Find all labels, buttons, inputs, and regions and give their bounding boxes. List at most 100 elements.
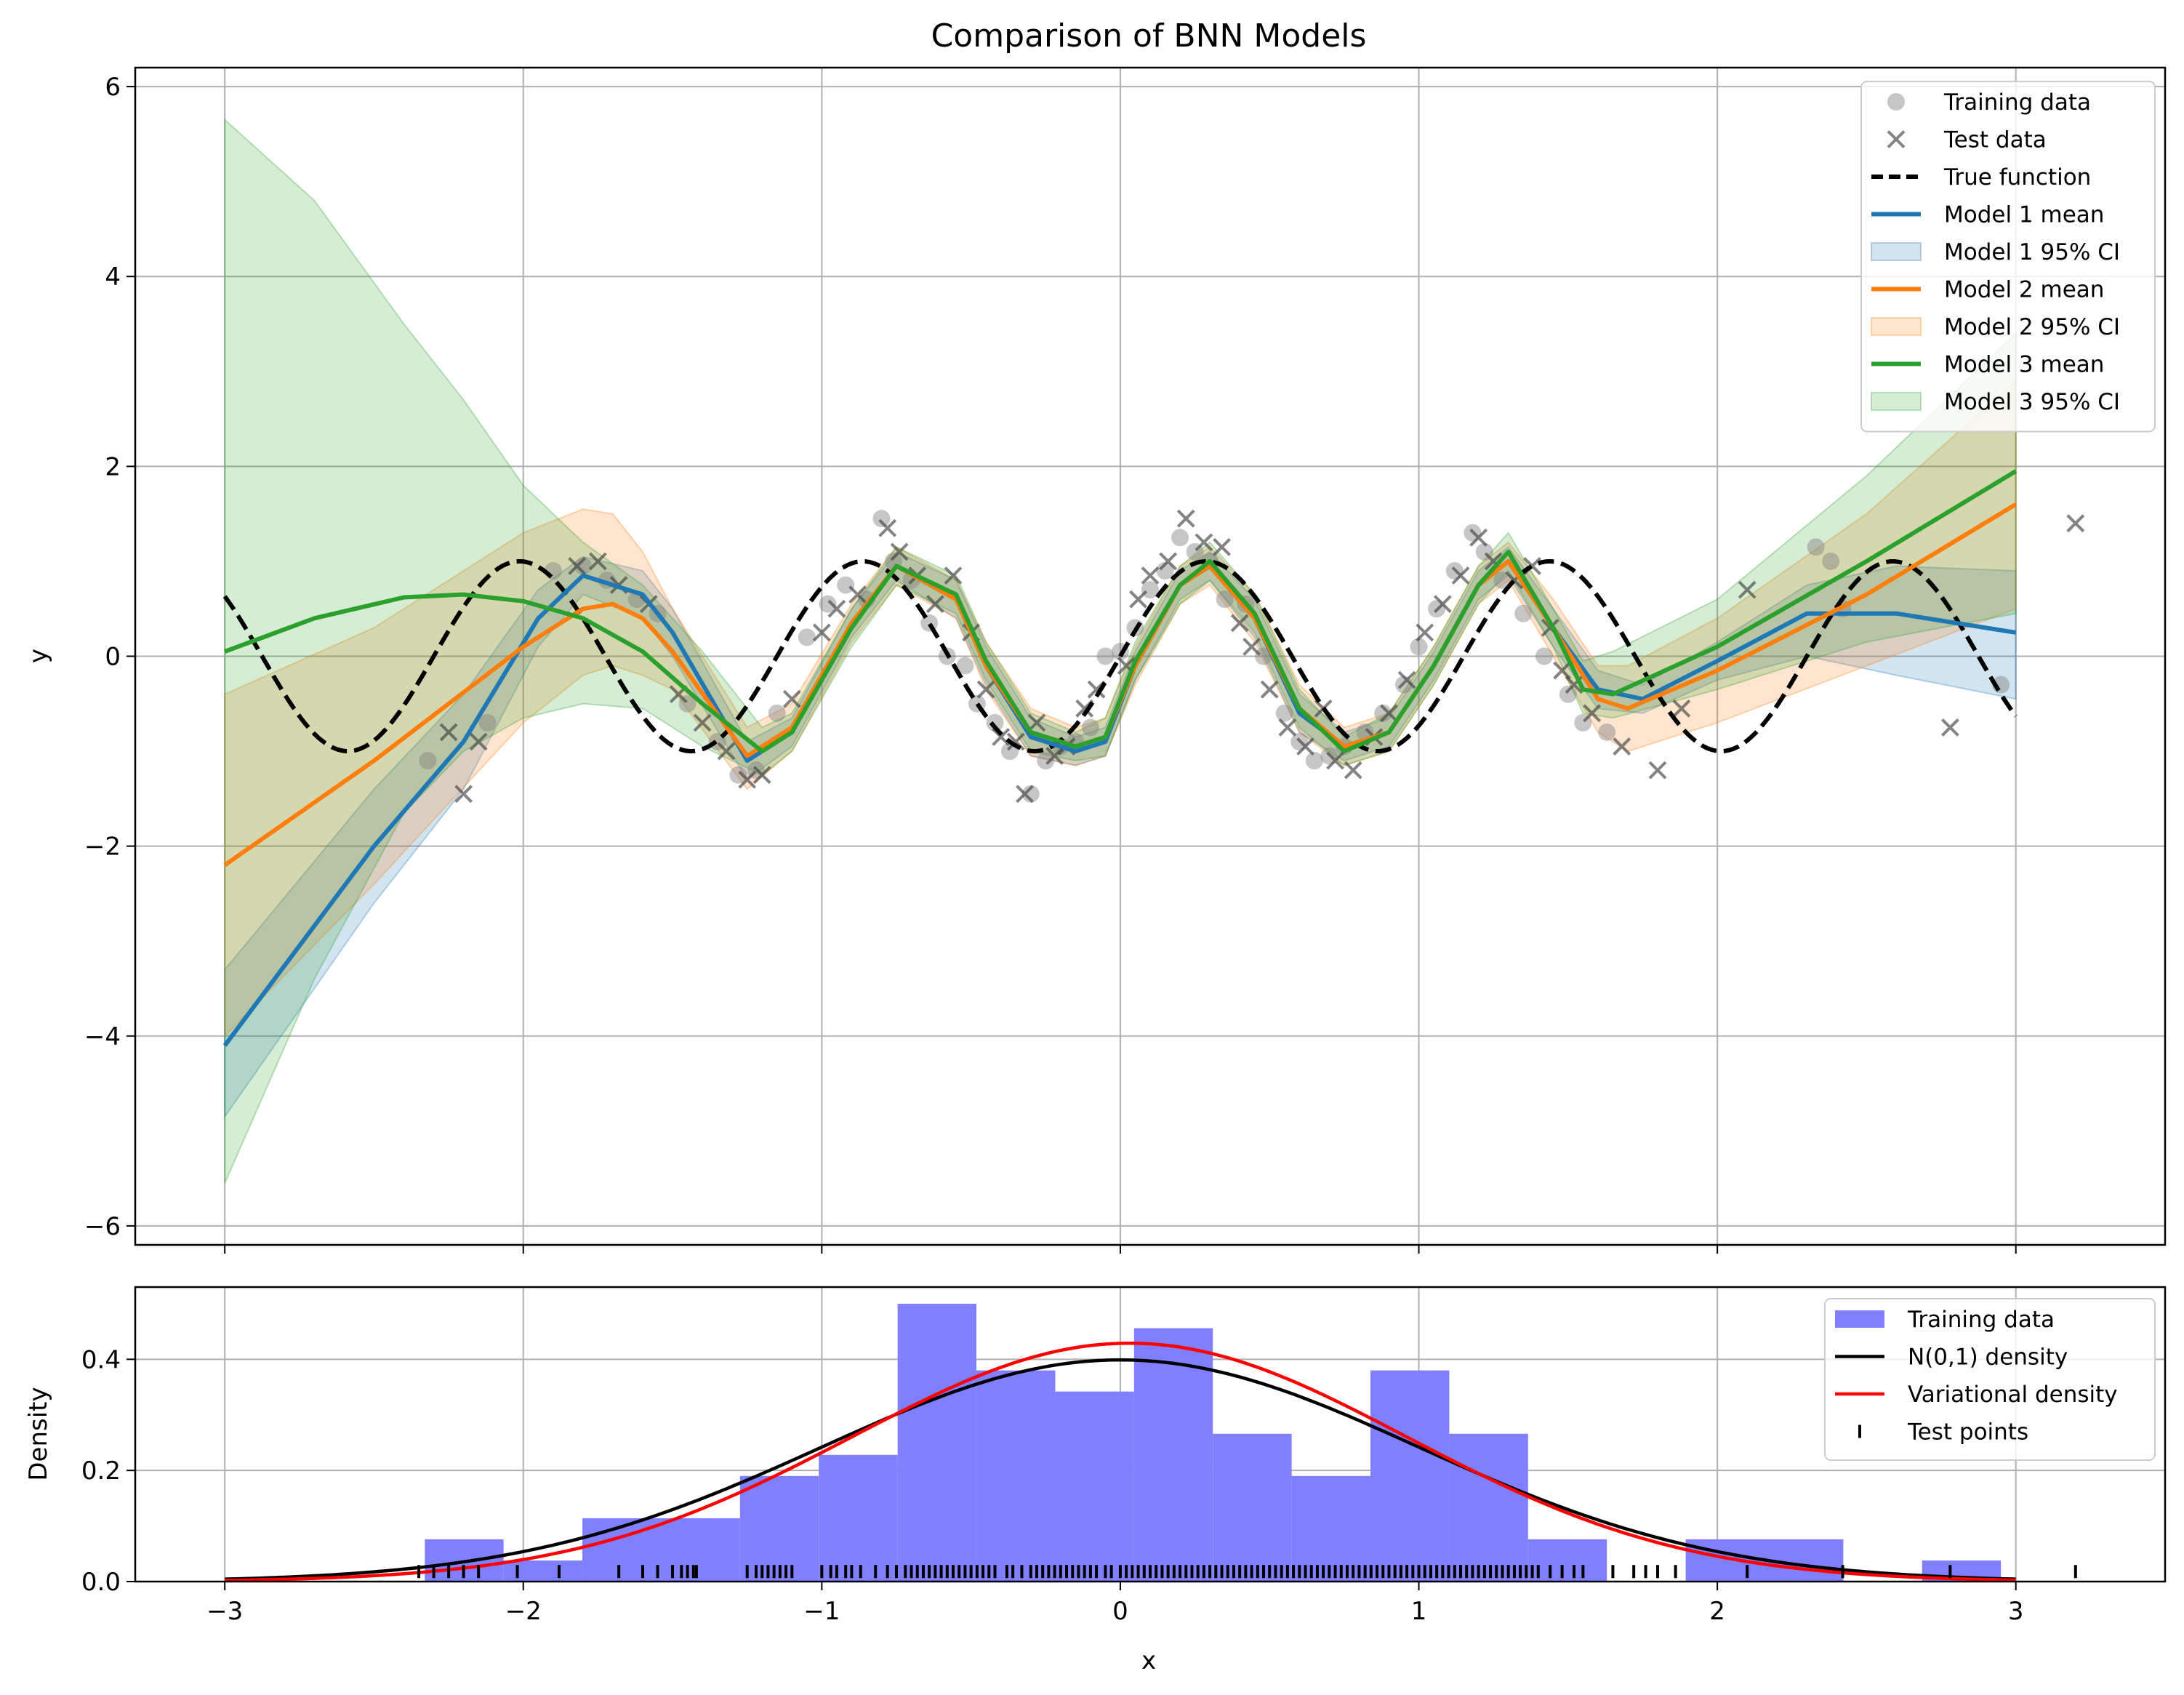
training-point xyxy=(1021,785,1040,803)
test-point xyxy=(1242,638,1261,656)
test-point xyxy=(878,518,897,537)
test-point xyxy=(926,595,944,614)
histogram-bar xyxy=(897,1303,977,1582)
test-point xyxy=(588,552,607,571)
histogram-bar xyxy=(1055,1391,1134,1582)
bottom-xtick-label: 0 xyxy=(1112,1597,1128,1626)
training-point xyxy=(1410,638,1428,656)
histogram-bar xyxy=(1133,1328,1213,1582)
bottom-xtick-label: −2 xyxy=(505,1597,542,1626)
test-point xyxy=(1648,761,1667,780)
test-point xyxy=(454,785,473,804)
training-point xyxy=(768,704,786,722)
test-point xyxy=(717,742,736,761)
test-point xyxy=(812,623,831,642)
legend-label: Training data xyxy=(1907,1307,2055,1333)
chart-title: Comparison of BNN Models xyxy=(931,17,1367,55)
test-point xyxy=(1613,737,1631,756)
variational-density-line xyxy=(225,1341,2016,1582)
training-point xyxy=(1216,590,1234,609)
histogram-bar xyxy=(1449,1433,1528,1582)
legend-label: Model 1 95% CI xyxy=(1944,239,2120,265)
test-point xyxy=(1451,566,1470,585)
histogram-bar xyxy=(1291,1475,1371,1582)
legend-test-marker xyxy=(1887,130,1906,148)
bottom-xlabel: x xyxy=(1141,1646,1156,1675)
training-point xyxy=(478,713,497,732)
training-point xyxy=(1275,704,1293,722)
test-point xyxy=(1230,614,1249,633)
test-point xyxy=(1380,704,1398,723)
bottom-xtick-label: 3 xyxy=(2008,1597,2024,1626)
test-point xyxy=(992,728,1011,746)
training-point xyxy=(1822,552,1840,570)
histogram-bar xyxy=(976,1370,1056,1582)
training-point xyxy=(1493,572,1511,590)
test-point xyxy=(848,585,867,604)
test-point xyxy=(469,732,488,751)
top-legend-box xyxy=(1860,81,2156,433)
test-point xyxy=(1344,761,1362,780)
test-point xyxy=(1583,704,1602,723)
top-ticks: −6 −4 −2 0 2 4 6 xyxy=(84,73,2017,1254)
top-ytick-label: 2 xyxy=(105,452,121,481)
legend-label: Variational density xyxy=(1908,1382,2118,1408)
legend-patch xyxy=(1871,392,1922,411)
histogram-bar xyxy=(503,1560,583,1582)
test-point xyxy=(1433,595,1452,614)
bottom-ytick-label: 0.4 xyxy=(81,1345,121,1374)
top-plot-area xyxy=(222,118,2085,1184)
top-legend: Training data Test data True function Model… xyxy=(1860,81,2156,433)
test-point xyxy=(890,542,909,561)
training-point xyxy=(1096,647,1115,665)
test-point xyxy=(738,770,757,789)
histogram-bar xyxy=(1685,1539,1765,1582)
training-point xyxy=(1559,685,1577,703)
test-point xyxy=(568,557,587,575)
top-ytick-label: −2 xyxy=(84,833,121,862)
training-point xyxy=(1081,718,1099,737)
training-point xyxy=(1535,647,1553,665)
training-point xyxy=(729,766,747,784)
test-point xyxy=(1045,747,1064,766)
test-point xyxy=(1141,566,1160,585)
legend-patch xyxy=(1835,1310,1884,1328)
test-point xyxy=(1006,732,1025,751)
test-point xyxy=(1397,670,1416,689)
legend-label: Training data xyxy=(1943,89,2091,116)
top-ytick-label: −4 xyxy=(84,1022,121,1051)
test-point xyxy=(1260,680,1279,699)
test-point xyxy=(1416,623,1434,642)
legend-training-marker xyxy=(1887,93,1905,111)
training-point xyxy=(574,557,592,575)
test-point xyxy=(1940,718,1959,737)
test-point xyxy=(1326,751,1344,770)
bottom-xtick-label: 2 xyxy=(1709,1597,1725,1626)
top-ytick-label: −6 xyxy=(84,1212,121,1241)
model-3-mean-line xyxy=(224,469,2018,754)
test-point xyxy=(1738,580,1757,599)
histogram-bar xyxy=(739,1475,819,1582)
bottom-xtick-label: −1 xyxy=(803,1597,840,1626)
legend-label: Model 2 95% CI xyxy=(1944,314,2120,340)
test-point xyxy=(827,599,846,618)
test-point xyxy=(1129,590,1147,609)
training-point xyxy=(1156,561,1174,580)
test-point xyxy=(782,689,801,708)
bottom-ytick-label: 0.2 xyxy=(81,1456,121,1486)
histogram-bar xyxy=(1527,1539,1607,1582)
legend-label: Model 1 mean xyxy=(1944,202,2104,228)
test-point xyxy=(1176,509,1195,528)
histogram-bar xyxy=(1213,1433,1292,1582)
legend-label: Model 3 mean xyxy=(1944,352,2104,378)
bottom-ticks: −3 −2 −1 0 1 2 3 0.0 0.2 0.4 xyxy=(81,1345,2024,1626)
bottom-axes-frame xyxy=(134,1286,2167,1583)
test-point xyxy=(439,723,458,742)
bottom-panel: −3 −2 −1 0 1 2 3 0.0 0.2 0.4 Density x Training d… xyxy=(24,1286,2167,1675)
training-point xyxy=(1141,581,1159,599)
top-ytick-label: 0 xyxy=(105,643,121,672)
histogram-bar xyxy=(1370,1370,1450,1582)
legend-label: Model 2 mean xyxy=(1944,277,2104,303)
bottom-ylabel: Density xyxy=(24,1387,53,1480)
